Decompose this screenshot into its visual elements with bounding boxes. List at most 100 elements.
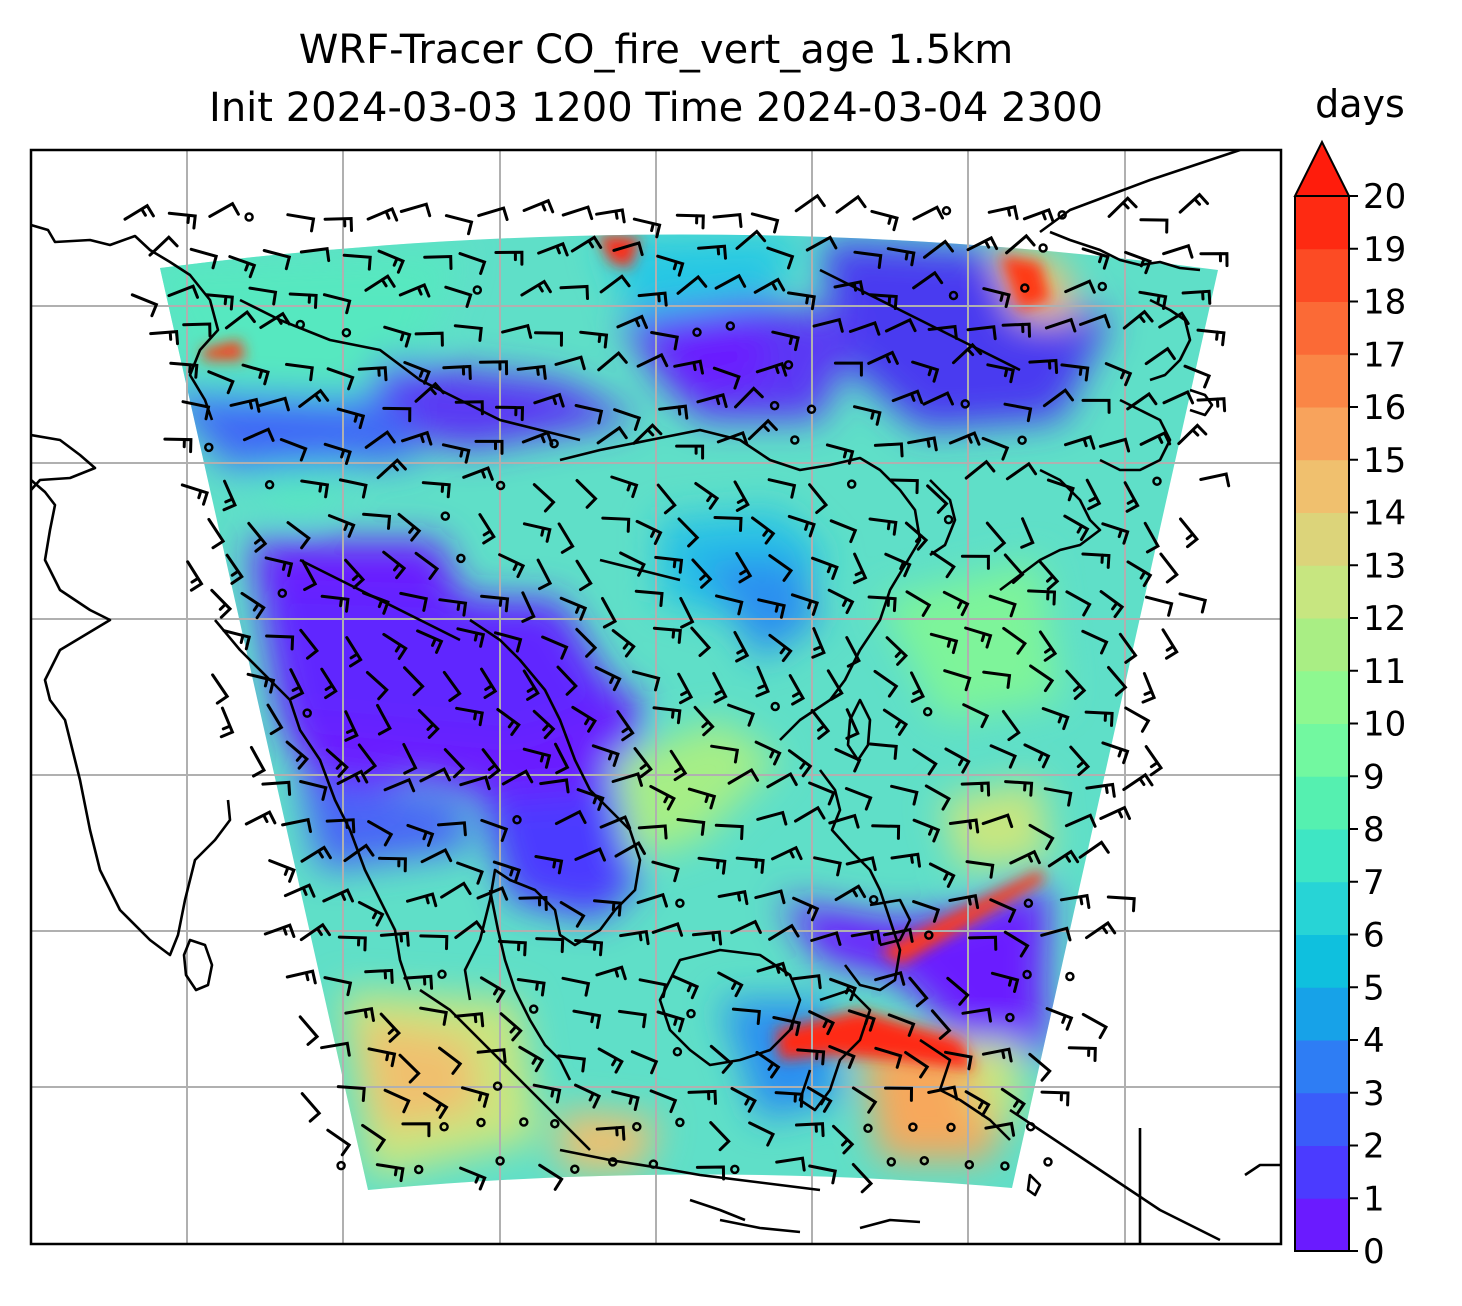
wind-barb bbox=[499, 1012, 523, 1042]
wind-barb bbox=[1081, 398, 1111, 414]
calm-marker bbox=[868, 894, 879, 905]
wind-barb bbox=[775, 1156, 806, 1172]
calm-marker bbox=[725, 321, 736, 331]
wind-barb bbox=[1106, 895, 1136, 913]
wind-barb bbox=[912, 818, 941, 843]
colorbar-tick-label: 8 bbox=[1363, 810, 1385, 850]
wind-barb bbox=[1029, 664, 1055, 693]
wind-barb bbox=[1101, 741, 1130, 765]
calm-marker bbox=[1020, 283, 1030, 293]
colorbar-segment bbox=[1295, 670, 1349, 724]
wind-barb bbox=[444, 214, 474, 236]
calm-marker bbox=[769, 400, 780, 411]
wind-barb bbox=[345, 636, 363, 668]
wind-barb bbox=[1199, 472, 1231, 488]
colorbar-extend-arrow bbox=[1293, 139, 1351, 197]
wind-barb bbox=[357, 900, 385, 927]
wind-barb bbox=[476, 886, 509, 901]
colorbar-segment bbox=[1295, 565, 1349, 619]
calm-marker bbox=[302, 708, 312, 718]
calm-marker bbox=[648, 1159, 659, 1169]
wind-barb bbox=[461, 1086, 490, 1108]
wind-barb bbox=[692, 930, 723, 946]
wind-barb bbox=[379, 1012, 402, 1043]
wind-barb bbox=[570, 235, 603, 253]
wind-barb bbox=[964, 459, 996, 480]
colorbar-segment bbox=[1295, 248, 1349, 302]
wind-barb bbox=[462, 466, 494, 481]
wind-barb bbox=[834, 747, 862, 773]
wind-barb bbox=[868, 742, 898, 760]
wind-barb bbox=[679, 597, 695, 629]
calm-marker bbox=[244, 212, 254, 222]
wind-barb bbox=[364, 274, 396, 292]
wind-barb bbox=[611, 1090, 640, 1111]
wind-barb bbox=[852, 552, 868, 585]
wind-barb bbox=[981, 436, 1010, 461]
wind-barb bbox=[965, 860, 995, 879]
wind-barb bbox=[874, 1046, 903, 1069]
wind-barb bbox=[186, 560, 204, 592]
wind-barb bbox=[687, 1089, 717, 1105]
wind-barb bbox=[1144, 745, 1164, 777]
colorbar-segment bbox=[1295, 196, 1349, 250]
wind-barb bbox=[889, 478, 919, 495]
wind-barb bbox=[1081, 247, 1110, 270]
wind-barb bbox=[222, 479, 237, 512]
wind-barb bbox=[261, 780, 292, 796]
wind-barb bbox=[1020, 517, 1035, 549]
wind-barb bbox=[595, 965, 627, 981]
wind-barb bbox=[717, 971, 744, 998]
wind-barb bbox=[299, 780, 328, 801]
wind-barb bbox=[981, 813, 1014, 829]
wind-barb bbox=[327, 514, 356, 538]
wind-barb bbox=[344, 1006, 375, 1022]
wind-barb bbox=[323, 216, 353, 232]
wind-barb bbox=[130, 293, 159, 318]
wind-barb bbox=[1023, 743, 1051, 769]
wind-barb bbox=[791, 974, 822, 990]
wind-barb bbox=[414, 331, 444, 347]
wind-barb bbox=[810, 931, 842, 946]
wind-barb bbox=[768, 923, 800, 941]
calm-marker bbox=[472, 285, 483, 295]
wind-barb bbox=[476, 1048, 507, 1064]
wind-barb bbox=[539, 778, 570, 794]
wind-barb bbox=[613, 408, 642, 431]
wind-barb bbox=[325, 818, 356, 834]
wind-barb bbox=[632, 217, 662, 239]
calm-marker bbox=[1057, 210, 1067, 220]
wind-barb bbox=[927, 324, 958, 340]
wind-barb bbox=[771, 845, 803, 861]
calm-marker bbox=[476, 1117, 486, 1128]
wind-barb bbox=[421, 481, 451, 499]
wind-barb bbox=[1199, 252, 1229, 268]
wind-barb bbox=[1022, 207, 1055, 223]
wind-barb bbox=[437, 821, 467, 837]
wind-barb bbox=[727, 703, 756, 727]
colorbar-tick-label: 0 bbox=[1363, 1232, 1385, 1272]
calm-marker bbox=[675, 1117, 685, 1128]
wind-barb bbox=[794, 805, 826, 823]
colorbar-segment bbox=[1295, 1040, 1349, 1094]
colorbar-tick-label: 4 bbox=[1363, 1021, 1385, 1061]
wind-barb bbox=[1067, 1046, 1097, 1062]
wind-barb bbox=[240, 591, 266, 620]
wind-barb bbox=[325, 748, 349, 778]
wind-barb bbox=[498, 553, 526, 579]
calm-marker bbox=[908, 1122, 918, 1132]
wind-barb bbox=[986, 363, 1015, 384]
calm-marker bbox=[790, 435, 800, 445]
wind-barb bbox=[984, 1121, 1016, 1137]
wind-barb bbox=[478, 513, 496, 545]
wind-barb bbox=[768, 554, 794, 582]
wind-barb bbox=[366, 207, 399, 222]
wind-barb bbox=[990, 971, 1020, 993]
wind-barb bbox=[167, 211, 197, 230]
wind-barb bbox=[774, 1091, 804, 1108]
wind-barb bbox=[853, 405, 882, 426]
wind-barb bbox=[851, 1086, 878, 1114]
colorbar-tick-label: 2 bbox=[1363, 1127, 1385, 1167]
